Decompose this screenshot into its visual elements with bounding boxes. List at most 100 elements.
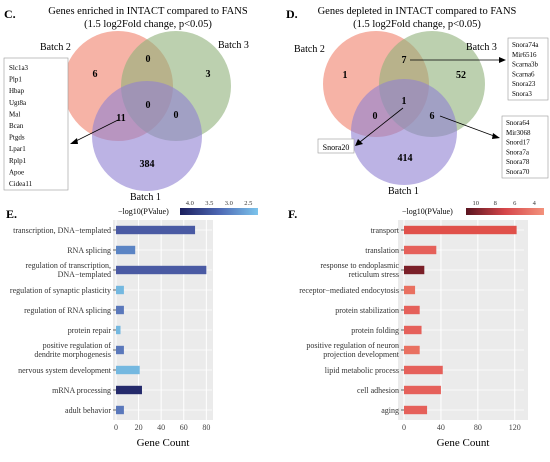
venn-c-gene-10: Cidea11 <box>9 180 33 188</box>
venn-d-gene-top-4: Snora23 <box>512 80 536 88</box>
f-category-label-0: transport <box>371 226 400 235</box>
venn-c-gene-8: Rplp1 <box>9 157 27 165</box>
f-category-label-2-line2: reticulum stress <box>349 270 399 279</box>
e-bar-3 <box>116 285 124 295</box>
venn-c-circle-batch1 <box>92 81 202 191</box>
bar-chart-f: F. transport translation response to endop… <box>288 200 544 449</box>
chart-e-legend-ticks: 4.0 3.5 3.0 2.5 <box>186 200 253 207</box>
venn-c-gene-4: Mal <box>9 110 20 118</box>
f-category-label-7: lipid metabolic process <box>325 366 399 375</box>
f-bar-8 <box>404 385 441 395</box>
e-x-tick-3: 60 <box>180 423 188 432</box>
chart-f-bars <box>404 225 517 415</box>
f-legend-tick-1: 8 <box>494 200 497 207</box>
e-bar-5 <box>116 325 121 335</box>
venn-c-count-b2-b3: 0 <box>146 54 151 65</box>
venn-c-count-all: 0 <box>146 100 151 111</box>
venn-d-gene-top-5: Snora3 <box>512 90 532 98</box>
e-category-label-3: regulation of synaptic plasticity <box>10 286 111 295</box>
venn-c-count-b2-b1: 11 <box>116 113 125 124</box>
venn-c-set-batch3: Batch 3 <box>218 40 249 51</box>
e-bar-6 <box>116 345 124 355</box>
venn-c-gene-7: Lpar1 <box>9 145 26 153</box>
chart-f-category-labels: transport translation response to endoplas… <box>299 226 404 415</box>
f-bar-6 <box>404 345 420 355</box>
chart-e-category-labels: transcription, DNA−templated RNA splicing… <box>10 226 116 415</box>
e-x-tick-1: 20 <box>135 423 143 432</box>
e-x-tick-4: 80 <box>202 423 210 432</box>
e-legend-tick-1: 3.5 <box>205 200 213 207</box>
venn-d-count-b2-b3: 7 <box>402 55 407 66</box>
f-category-label-1: translation <box>365 246 399 255</box>
f-x-tick-2: 80 <box>474 423 482 432</box>
venn-c-count-only-b1: 384 <box>140 159 155 170</box>
e-x-tick-2: 40 <box>157 423 165 432</box>
venn-d-count-only-b1: 414 <box>398 153 413 164</box>
f-category-label-8: cell adhesion <box>357 386 399 395</box>
f-category-label-5: protein folding <box>351 326 399 335</box>
e-category-label-0: transcription, DNA−templated <box>13 226 111 235</box>
venn-d-arrowhead-top <box>499 57 506 63</box>
f-bar-1 <box>404 245 437 255</box>
venn-c-gene-6: Ptgds <box>9 134 25 142</box>
venn-d-gene-single: Snora20 <box>323 143 350 152</box>
e-category-label-2-line2: DNA−templated <box>58 270 111 279</box>
e-legend-tick-3: 2.5 <box>244 200 252 207</box>
venn-d-gene-top-1: Mir6516 <box>512 51 537 59</box>
bar-chart-e: E. transcription, DNA−templated RNA splic… <box>6 200 258 449</box>
venn-panel-d: D. Genes depleted in INTACT compared to … <box>286 6 549 197</box>
venn-d-gene-top-0: Snora74a <box>512 41 539 49</box>
venn-d-arrow-right <box>439 115 495 137</box>
e-bar-0 <box>116 225 196 235</box>
f-bar-3 <box>404 285 416 295</box>
e-category-label-9: adult behavior <box>65 406 111 415</box>
venn-c-count-b3-b1: 0 <box>174 110 179 121</box>
venn-panel-c: C. Genes enriched in INTACT compared to … <box>3 6 249 203</box>
f-category-label-4: protein stabilization <box>335 306 399 315</box>
venn-c-gene-3: Ugt8a <box>9 99 27 107</box>
chart-e-label: E. <box>6 207 17 221</box>
chart-e-x-ticks: 0 20 40 60 80 <box>114 423 210 432</box>
chart-e-legend-colorbar <box>180 208 258 215</box>
venn-c-gene-0: Slc1a3 <box>9 64 29 72</box>
venn-d-circle-batch1 <box>351 79 457 185</box>
venn-d-count-all: 1 <box>402 96 407 107</box>
venn-d-gene-right-4: Snora78 <box>506 158 530 166</box>
e-category-label-7: nervous system development <box>18 366 112 375</box>
chart-e-x-axis-label: Gene Count <box>137 437 190 449</box>
chart-f-legend-ticks: 10 8 6 4 <box>473 200 537 207</box>
e-legend-tick-2: 3.0 <box>225 200 233 207</box>
chart-f-label: F. <box>288 207 297 221</box>
venn-d-gene-right-1: Mir3068 <box>506 129 531 137</box>
chart-e-bars <box>116 225 207 415</box>
venn-d-count-b3-b1: 6 <box>430 111 435 122</box>
venn-d-set-batch2: Batch 2 <box>294 44 325 55</box>
e-category-label-6-line1: positive regulation of <box>43 341 112 350</box>
venn-c-callout-arrow <box>73 119 119 143</box>
f-x-tick-0: 0 <box>402 423 406 432</box>
chart-f-legend-colorbar <box>466 208 544 215</box>
f-category-label-6-line2: projection development <box>323 350 400 359</box>
venn-d-count-only-b2: 1 <box>343 70 348 81</box>
chart-f-x-ticks: 0 40 80 120 <box>402 423 521 432</box>
venn-d-gene-right-2: Snord17 <box>506 139 530 147</box>
venn-d-arrowhead-single <box>355 139 363 146</box>
e-bar-2 <box>116 265 207 275</box>
venn-d-gene-top-2: Scarna3b <box>512 61 539 69</box>
venn-d-gene-right-5: Snora70 <box>506 168 530 176</box>
panel-d-title: Genes depleted in INTACT compared to FAN… <box>318 6 517 17</box>
chart-f-legend-title: −log10(PValue) <box>402 207 453 216</box>
venn-c-gene-9: Apoe <box>9 168 24 176</box>
venn-c-gene-list: Slc1a3 Plp1 Hbap Ugt8a Mal Bcan Ptgds Lpar1 Rplp… <box>9 64 33 188</box>
e-category-label-4: regulation of RNA splicing <box>24 306 111 315</box>
f-category-label-2-line1: response to endoplasmic <box>320 261 399 270</box>
f-x-tick-1: 40 <box>437 423 445 432</box>
f-legend-tick-3: 4 <box>533 200 537 207</box>
panel-c-title: Genes enriched in INTACT compared to FAN… <box>48 6 248 17</box>
e-bar-8 <box>116 385 142 395</box>
f-x-tick-3: 120 <box>509 423 521 432</box>
f-bar-9 <box>404 405 428 415</box>
